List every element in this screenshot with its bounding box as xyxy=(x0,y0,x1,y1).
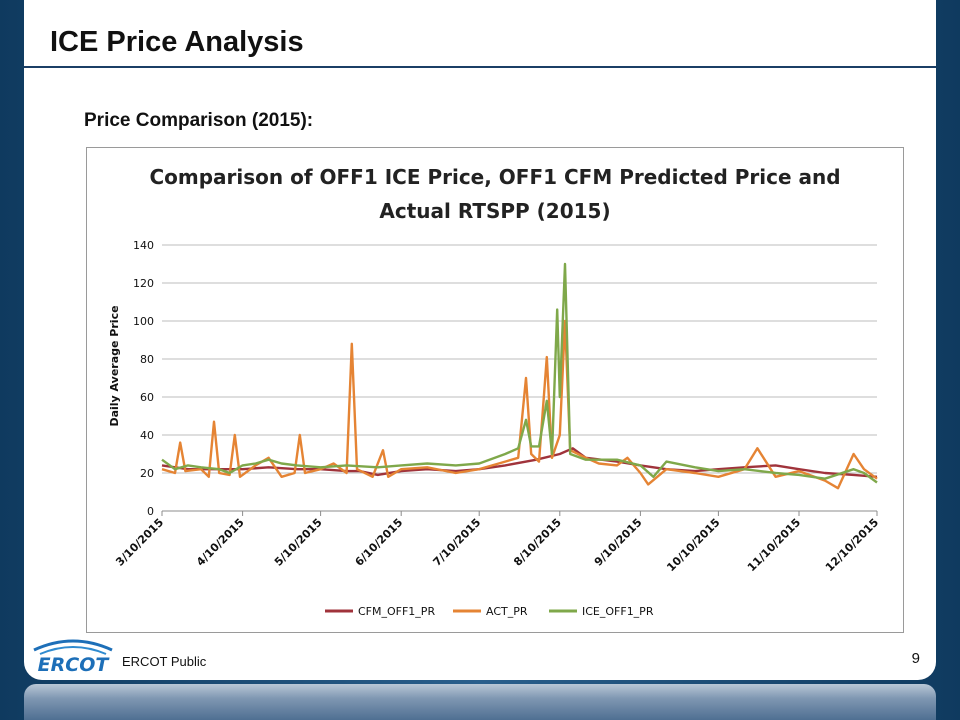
x-tick-label: 12/10/2015 xyxy=(823,516,881,574)
ercot-logo: ERCOT xyxy=(28,634,118,678)
y-tick-label: 140 xyxy=(133,239,154,252)
y-tick-label: 80 xyxy=(140,353,154,366)
y-tick-label: 120 xyxy=(133,277,154,290)
y-tick-label: 40 xyxy=(140,429,154,442)
x-tick-label: 10/10/2015 xyxy=(664,516,722,574)
legend-label-ice-off1-pr: ICE_OFF1_PR xyxy=(582,605,654,618)
series-line-act-pr xyxy=(161,319,878,490)
footer-label: ERCOT Public xyxy=(122,654,207,669)
chart-title-line1: Comparison of OFF1 ICE Price, OFF1 CFM P… xyxy=(149,165,840,189)
legend-label-act-pr: ACT_PR xyxy=(486,605,528,618)
slide-subtitle: Price Comparison (2015): xyxy=(84,110,314,131)
y-tick-label: 0 xyxy=(147,505,154,518)
x-tick-label: 9/10/2015 xyxy=(592,516,645,569)
series-line-ice-off1-pr xyxy=(161,262,878,484)
bottom-band xyxy=(24,684,936,720)
x-tick-label: 4/10/2015 xyxy=(194,516,247,569)
x-tick-label: 5/10/2015 xyxy=(272,516,325,569)
price-comparison-chart: Comparison of OFF1 ICE Price, OFF1 CFM P… xyxy=(108,165,881,618)
logo-text: ERCOT xyxy=(38,654,111,676)
chart-title-line2: Actual RTSPP (2015) xyxy=(379,199,610,223)
y-tick-label: 100 xyxy=(133,315,154,328)
chart-container: Comparison of OFF1 ICE Price, OFF1 CFM P… xyxy=(86,147,904,633)
x-tick-label: 6/10/2015 xyxy=(353,516,406,569)
legend-label-cfm-off1-pr: CFM_OFF1_PR xyxy=(358,605,435,618)
x-tick-label: 8/10/2015 xyxy=(511,516,564,569)
y-tick-label: 20 xyxy=(140,467,154,480)
series-line-cfm-off1-pr xyxy=(161,447,878,478)
x-tick-label: 7/10/2015 xyxy=(431,516,484,569)
x-tick-label: 11/10/2015 xyxy=(745,516,803,574)
page-number: 9 xyxy=(911,650,920,667)
slide-title: ICE Price Analysis xyxy=(50,26,304,58)
plot-area: 0 20 40 60 80 100 120 140 3/10/2015 4/10/2015 5/10… xyxy=(113,239,881,574)
title-divider xyxy=(24,66,936,68)
legend: CFM_OFF1_PR ACT_PR ICE_OFF1_PR xyxy=(325,605,654,618)
y-tick-label: 60 xyxy=(140,391,154,404)
y-axis-label: Daily Average Price xyxy=(108,305,121,426)
x-tick-label: 3/10/2015 xyxy=(113,516,166,569)
